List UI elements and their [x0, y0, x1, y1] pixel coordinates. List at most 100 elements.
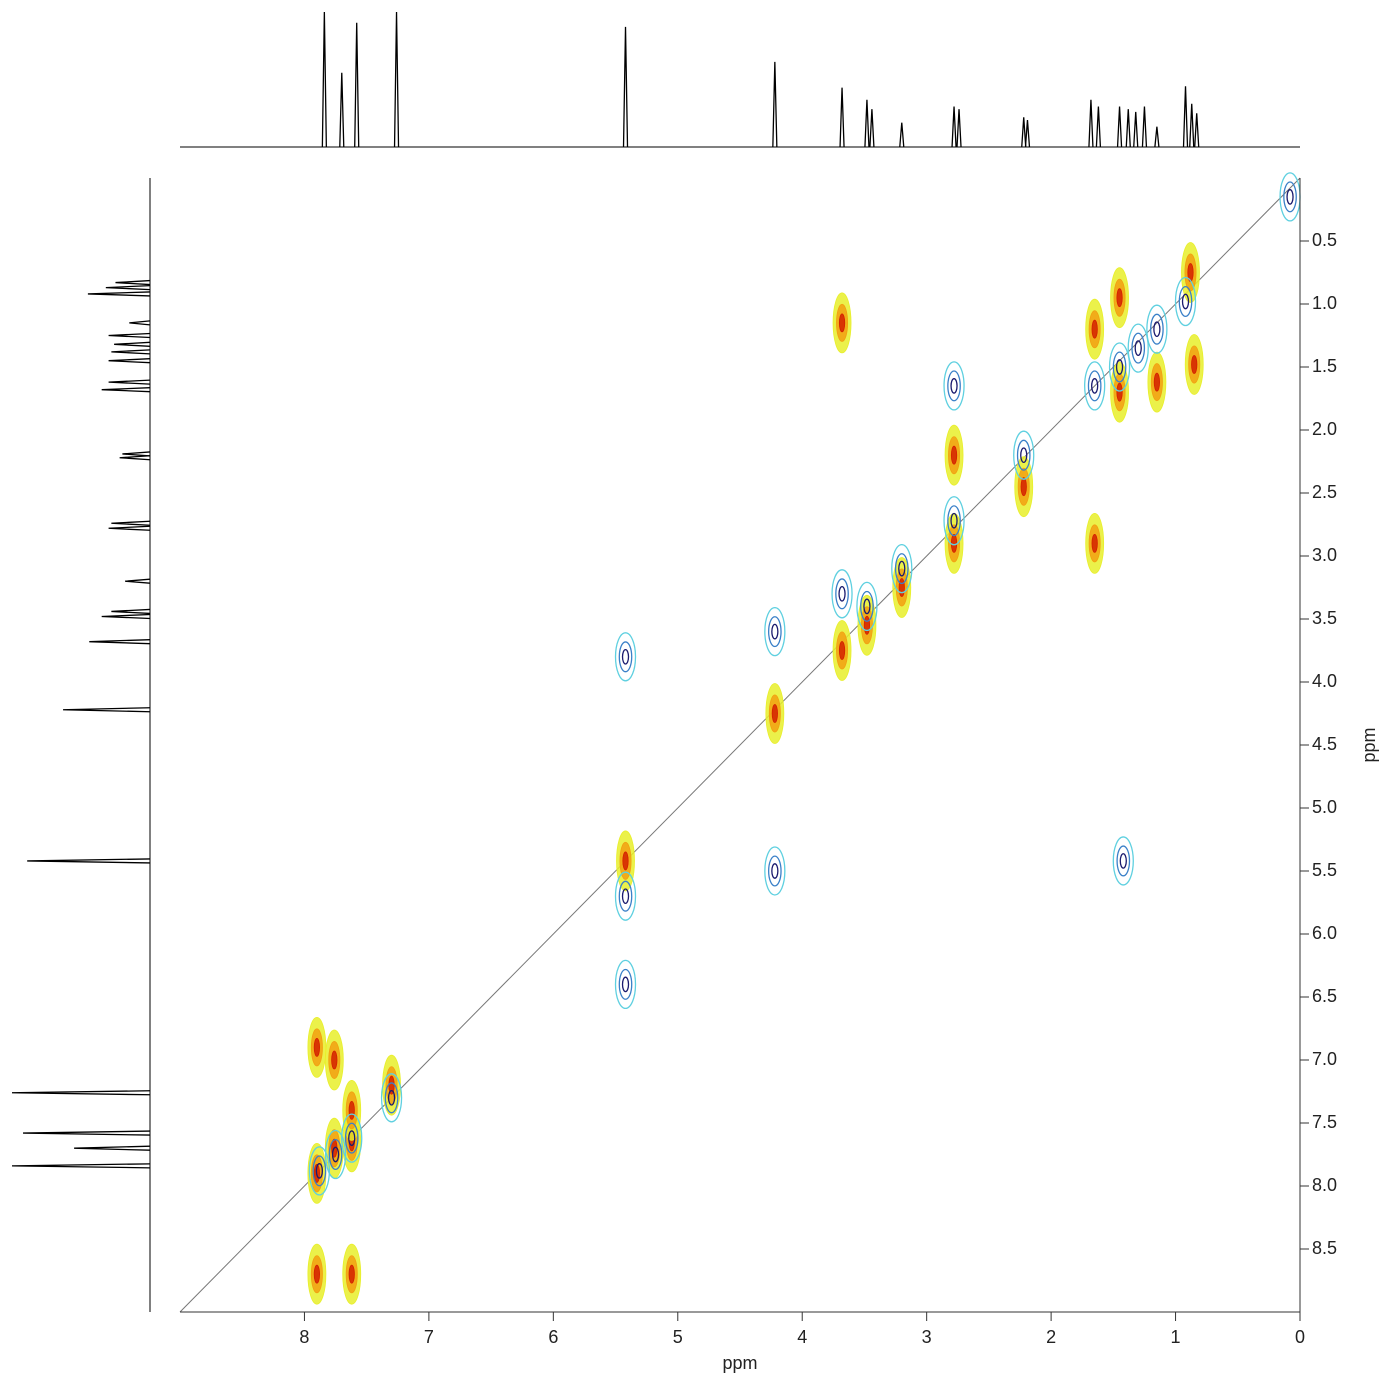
y-tick-label: 0.5: [1312, 230, 1337, 250]
x-tick-label: 3: [922, 1327, 932, 1347]
contour: [764, 846, 786, 896]
contour: [622, 851, 629, 871]
contour: [1181, 293, 1190, 310]
top-spectrum-peak: [1088, 99, 1094, 148]
contour: [348, 1101, 355, 1120]
left-spectrum-peak: [74, 1145, 151, 1151]
contour: [1013, 430, 1035, 480]
y-tick-label: 6.5: [1312, 986, 1337, 1006]
contour: [331, 1050, 338, 1070]
x-tick-label: 4: [797, 1327, 807, 1347]
contour: [1116, 382, 1123, 402]
contour: [950, 445, 958, 465]
x-tick-label: 5: [673, 1327, 683, 1347]
contour: [1134, 340, 1142, 356]
top-spectrum-peak: [321, 11, 328, 148]
contour: [947, 370, 961, 402]
contour: [950, 512, 958, 529]
left-spectrum-peak: [111, 520, 151, 526]
contour: [1178, 285, 1193, 318]
contour: [891, 543, 913, 594]
contour: [1112, 836, 1134, 886]
top-spectrum-peak: [772, 61, 778, 148]
left-spectrum-peak: [27, 858, 151, 864]
top-spectrum-peak: [899, 122, 905, 148]
top-spectrum-peak: [1154, 126, 1160, 148]
contour: [324, 1129, 347, 1180]
left-spectrum-peak: [115, 279, 151, 286]
contour: [387, 1089, 396, 1106]
x-axis-label: ppm: [722, 1353, 757, 1373]
contour: [341, 1113, 363, 1163]
contour: [618, 641, 633, 673]
contour: [618, 968, 633, 1000]
contour: [771, 623, 779, 640]
contour: [1116, 845, 1131, 877]
contour: [331, 1146, 340, 1163]
y-tick-label: 7.0: [1312, 1049, 1337, 1069]
contour: [1150, 313, 1164, 345]
x-tick-label: 0: [1295, 1327, 1305, 1347]
contour: [950, 534, 958, 553]
contour: [344, 1122, 359, 1154]
contour: [1146, 304, 1168, 354]
left-spectrum-peak: [105, 284, 151, 291]
contour: [614, 959, 637, 1010]
contour: [767, 855, 782, 887]
contour: [835, 578, 849, 610]
y-tick-label: 6.0: [1312, 923, 1337, 943]
top-spectrum-peak: [1141, 106, 1148, 148]
contour: [767, 616, 782, 648]
top-spectrum-peak: [1116, 106, 1123, 148]
contour: [1112, 351, 1127, 383]
y-tick-label: 4.0: [1312, 671, 1337, 691]
contour: [898, 578, 905, 597]
top-spectrum-peak: [1194, 113, 1200, 148]
x-tick-label: 8: [299, 1327, 309, 1347]
left-spectrum-peak: [89, 639, 151, 645]
top-spectrum-peak: [1024, 119, 1031, 148]
contour: [621, 976, 630, 993]
y-tick-label: 1.5: [1312, 356, 1337, 376]
contour: [348, 1264, 355, 1284]
left-spectrum-peak: [108, 332, 151, 339]
y-tick-label: 5.0: [1312, 797, 1337, 817]
contour: [860, 590, 874, 622]
y-tick-label: 2.5: [1312, 482, 1337, 502]
left-spectrum-peak: [119, 455, 151, 461]
top-spectrum-peak: [622, 26, 629, 148]
y-tick-label: 7.5: [1312, 1112, 1337, 1132]
contour: [384, 1082, 399, 1114]
contour: [863, 598, 871, 615]
contour: [831, 569, 853, 619]
top-spectrum-peak: [1095, 106, 1102, 148]
contour: [1174, 276, 1197, 327]
top-spectrum-peak: [393, 11, 400, 148]
top-spectrum-peak: [1189, 103, 1195, 148]
contour: [838, 585, 846, 602]
top-spectrum-peak: [869, 109, 875, 148]
contour: [1020, 447, 1028, 464]
contour: [621, 648, 630, 665]
left-spectrum-peak: [87, 291, 151, 297]
y-tick-label: 8.0: [1312, 1175, 1337, 1195]
contour: [894, 553, 909, 585]
left-spectrum-peak: [101, 387, 151, 393]
contour: [1286, 189, 1294, 205]
contour: [618, 880, 633, 912]
contour: [1279, 172, 1301, 222]
contour: [328, 1138, 343, 1171]
left-spectrum-peak: [111, 349, 151, 355]
y-tick-label: 1.0: [1312, 293, 1337, 313]
left-spectrum-peak: [108, 379, 151, 385]
contour: [856, 581, 878, 632]
contour: [947, 505, 961, 537]
left-spectrum-peak: [129, 320, 151, 326]
contour: [1119, 853, 1127, 869]
left-spectrum-peak: [125, 578, 151, 584]
top-spectrum-peak: [1021, 117, 1027, 148]
contour: [1283, 181, 1297, 213]
contour: [838, 313, 846, 333]
top-spectrum-peak: [956, 109, 962, 148]
